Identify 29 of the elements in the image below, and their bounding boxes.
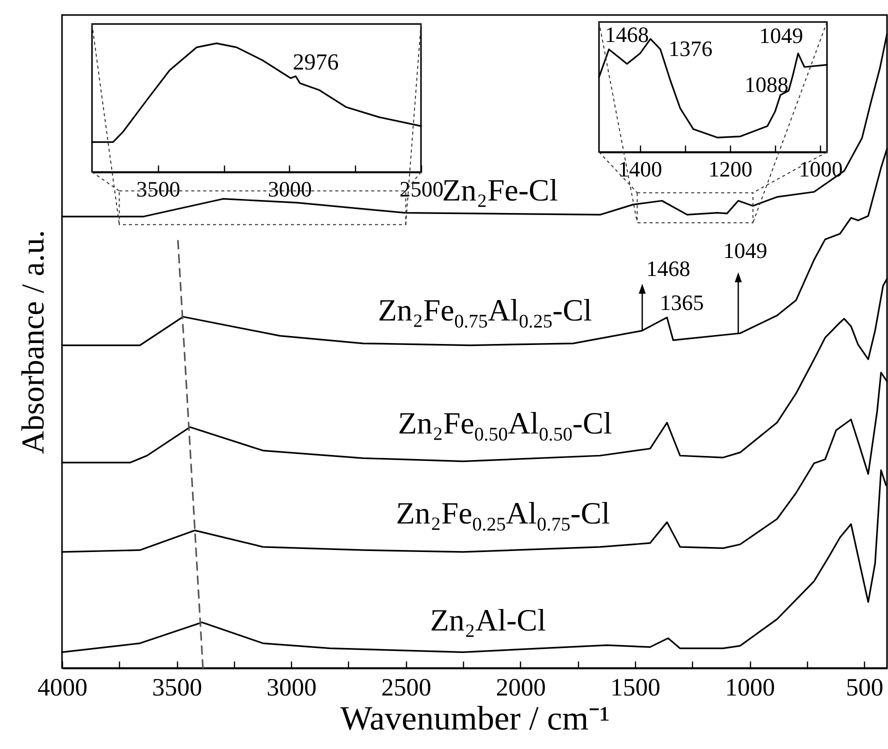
- x-tick-label: 1500: [610, 674, 660, 702]
- series-label: Zn₂Fe$_{0.50}$Al$_{0.50}$-Cl: [398, 406, 612, 446]
- x-tick-label: 500: [846, 674, 884, 702]
- annotation: 1049: [759, 23, 804, 48]
- x-tick-label: 1400: [618, 156, 662, 182]
- x-tick-label: 3500: [136, 176, 180, 202]
- annotation: 2976: [292, 50, 339, 75]
- x-tick-label: 1000: [725, 674, 775, 702]
- x-tick-label: 3000: [266, 674, 317, 702]
- annotation: 1468: [604, 22, 649, 48]
- x-tick-label: 1200: [708, 156, 752, 182]
- annotation: 1088: [744, 72, 788, 97]
- x-tick-label: 3000: [268, 176, 312, 202]
- x-axis-title: Wavenumber / cm⁻¹: [340, 700, 610, 738]
- annotation: 1468: [646, 256, 690, 281]
- x-tick-label: 2500: [381, 674, 432, 702]
- series-label: Zn₂Fe-Cl: [442, 172, 558, 208]
- annotation: 1049: [723, 238, 768, 264]
- x-tick-label: 3500: [152, 674, 202, 702]
- x-tick-label: 4000: [38, 674, 88, 702]
- annotation: 1365: [660, 290, 704, 316]
- x-tick-label: 2000: [496, 674, 546, 702]
- x-tick-label: 1000: [798, 156, 843, 182]
- legend-label: Zn₂Fe$_{0.75}$Al$_{0.25}$-Cl: [378, 292, 592, 332]
- series-label: Zn₂Fe$_{0.25}$Al$_{0.75}$-Cl: [396, 496, 610, 536]
- y-axis-title: Absorbance / a.u.: [14, 230, 50, 454]
- annotation: 1376: [668, 36, 712, 61]
- series-label: Zn₂Al-Cl: [430, 602, 546, 638]
- x-tick-label: 2500: [400, 176, 444, 202]
